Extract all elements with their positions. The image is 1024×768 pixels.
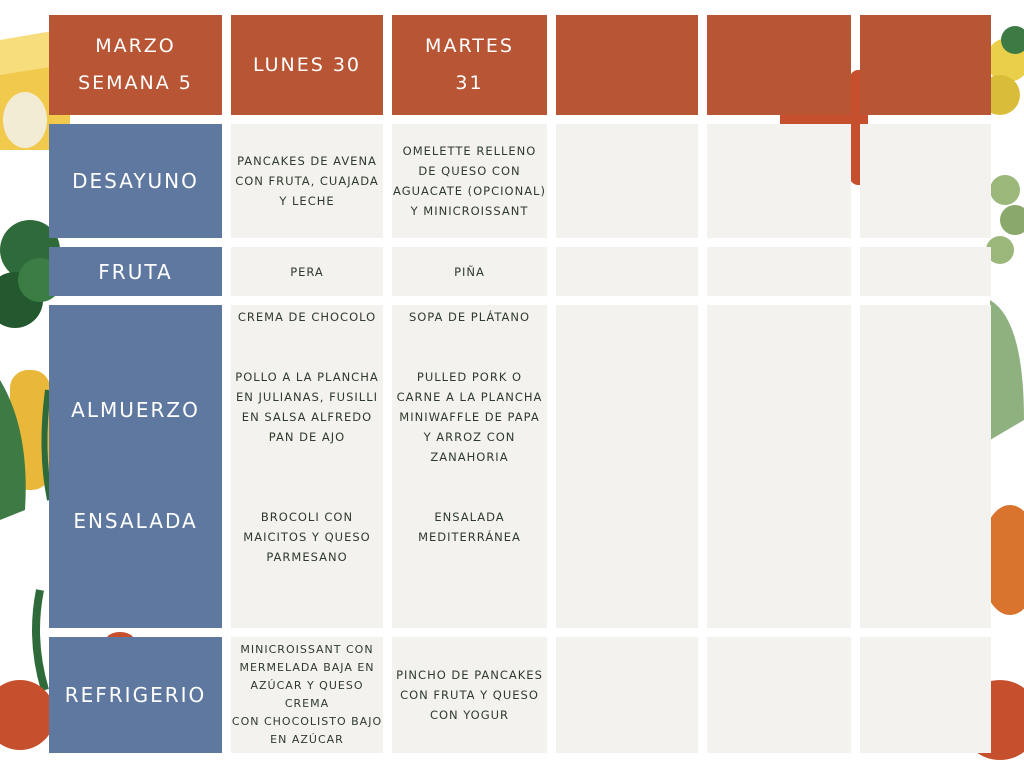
- desayuno-day-4: [707, 124, 851, 238]
- fruta-day-2: PIÑA: [392, 247, 547, 296]
- row-label-desayuno: DESAYUNO: [49, 124, 222, 238]
- refrigerio-day-3: [556, 637, 698, 753]
- refrigerio-day-4: [707, 637, 851, 753]
- refrigerio-day-5: [860, 637, 991, 753]
- almuerzo-day-2-soup: SOPA DE PLÁTANO: [408, 310, 531, 324]
- almuerzo-day-2-salad: ENSALADA MEDITERRÁNEA: [418, 510, 521, 544]
- desayuno-day-3: [556, 124, 698, 238]
- row-label-almuerzo: ALMUERZO ENSALADA: [49, 305, 222, 628]
- fruta-day-3: [556, 247, 698, 296]
- desayuno-day-5: [860, 124, 991, 238]
- corn-illustration: [0, 370, 53, 520]
- desayuno-day-2: OMELETTE RELLENO DE QUESO CON AGUACATE (…: [392, 124, 547, 238]
- almuerzo-day-3: [556, 305, 698, 628]
- header-day-1: LUNES 30: [231, 15, 383, 115]
- lettuce-illustration: [990, 300, 1024, 440]
- row-label-fruta: FRUTA: [49, 247, 222, 296]
- almuerzo-day-2: SOPA DE PLÁTANO PULLED PORK O CARNE A LA…: [392, 305, 547, 628]
- header-month-week: MARZO SEMANA 5: [49, 15, 222, 115]
- header-day-4: [707, 15, 851, 115]
- almuerzo-day-4: [707, 305, 851, 628]
- almuerzo-day-1-main: POLLO A LA PLANCHA EN JULIANAS, FUSILLI …: [235, 370, 379, 444]
- almuerzo-day-1-soup: CREMA DE CHOCOLO: [237, 310, 377, 324]
- refrigerio-day-2: PINCHO DE PANCAKES CON FRUTA Y QUESO CON…: [392, 637, 547, 753]
- desayuno-label: DESAYUNO: [72, 169, 199, 193]
- almuerzo-day-1: CREMA DE CHOCOLO POLLO A LA PLANCHA EN J…: [231, 305, 383, 628]
- almuerzo-day-2-main: PULLED PORK O CARNE A LA PLANCHA MINIWAF…: [396, 370, 543, 464]
- fruta-day-1: PERA: [231, 247, 383, 296]
- almuerzo-label: ALMUERZO: [71, 398, 200, 422]
- almuerzo-day-5: [860, 305, 991, 628]
- refrigerio-day-1: MINICROISSANT CON MERMELADA BAJA EN AZÚC…: [231, 637, 383, 753]
- refrigerio-label: REFRIGERIO: [64, 683, 207, 707]
- fruta-label: FRUTA: [98, 259, 173, 284]
- grapes-illustration: [986, 175, 1024, 264]
- header-day-5: [860, 15, 991, 115]
- desayuno-day-1: PANCAKES DE AVENA CON FRUTA, CUAJADA Y L…: [231, 124, 383, 238]
- almuerzo-day-1-salad: BROCOLI CON MAICITOS Y QUESO PARMESANO: [243, 510, 371, 564]
- fruta-day-5: [860, 247, 991, 296]
- row-label-refrigerio: REFRIGERIO: [49, 637, 222, 753]
- header-day-3: [556, 15, 698, 115]
- header-day-2: MARTES 31: [392, 15, 547, 115]
- ensalada-label: ENSALADA: [73, 509, 198, 533]
- fruta-day-4: [707, 247, 851, 296]
